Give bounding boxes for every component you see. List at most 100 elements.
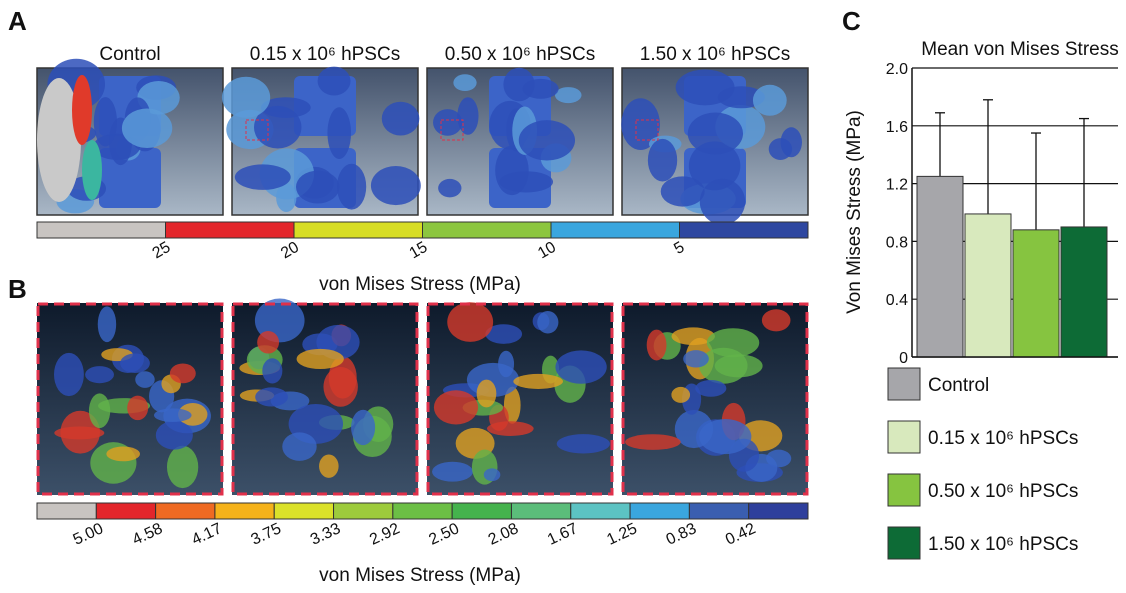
scaffold xyxy=(371,166,421,205)
colorbar-tick-label: 0.42 xyxy=(723,520,758,549)
y-tick-label: 0.8 xyxy=(886,234,908,251)
y-tick-label: 2.0 xyxy=(886,61,908,78)
scaffold xyxy=(167,446,198,488)
scaffold xyxy=(106,447,140,462)
colorbar-segment xyxy=(551,222,680,238)
scaffold xyxy=(135,371,154,388)
legend-swatch xyxy=(888,368,920,400)
scaffold xyxy=(762,309,791,331)
panel-label: A xyxy=(8,6,27,36)
bar xyxy=(965,214,1011,357)
colorbar-segment xyxy=(215,503,274,519)
image-title: 1.50 x 10⁶ hPSCs xyxy=(640,44,790,65)
legend-swatch xyxy=(888,474,920,506)
y-tick-label: 0.4 xyxy=(886,292,908,309)
scaffold xyxy=(753,85,787,116)
scaffold xyxy=(484,468,501,481)
colorbar-tick-label: 1.67 xyxy=(545,520,580,549)
panel-label: C xyxy=(842,6,861,36)
scaffold xyxy=(319,455,339,478)
colorbar-segment xyxy=(393,503,452,519)
colorbar-tick-label: 5.00 xyxy=(71,520,106,549)
scaffold xyxy=(555,87,582,103)
colorbar-segment xyxy=(571,503,630,519)
colorbar-tick-label: 5 xyxy=(671,239,687,258)
colorbar-tick-label: 1.25 xyxy=(604,520,639,549)
scaffold xyxy=(156,421,193,450)
colorbar-tick-label: 3.75 xyxy=(249,520,284,549)
scaffold xyxy=(769,138,792,160)
y-tick-label: 0 xyxy=(899,350,908,367)
scaffold xyxy=(647,330,667,361)
scaffold xyxy=(432,462,473,482)
scaffold xyxy=(537,311,558,333)
scaffold xyxy=(513,374,563,389)
colorbar-segment xyxy=(294,222,423,238)
image-title: 0.15 x 10⁶ hPSCs xyxy=(250,44,400,65)
scaffold xyxy=(523,79,559,99)
y-tick-label: 1.2 xyxy=(886,177,908,194)
scaffold xyxy=(351,410,375,445)
scaffold xyxy=(625,434,681,450)
colorbar-tick-label: 0.83 xyxy=(664,520,699,549)
scaffold xyxy=(297,349,344,369)
colorbar-tick-label: 10 xyxy=(535,239,559,263)
scaffold xyxy=(477,380,497,408)
scaffold xyxy=(661,176,705,206)
scaffold xyxy=(648,139,677,182)
scaffold xyxy=(699,419,751,454)
colorbar-tick-label: 4.17 xyxy=(189,520,224,549)
scaffold xyxy=(85,366,114,383)
scale-title: von Mises Stress (MPa) xyxy=(319,274,521,295)
colorbar-segment xyxy=(630,503,689,519)
scaffold xyxy=(327,107,351,159)
colorbar-tick-label: 4.58 xyxy=(130,520,165,549)
scaffold xyxy=(257,331,279,354)
scaffold xyxy=(447,302,493,342)
scaffold xyxy=(434,390,478,424)
scaffold xyxy=(296,171,339,204)
scaffold xyxy=(222,77,270,118)
colorbar-segment xyxy=(689,503,748,519)
colorbar-tick-label: 20 xyxy=(278,239,302,263)
colorbar-tick-label: 2.92 xyxy=(367,520,402,549)
image-title: Control xyxy=(99,44,160,65)
scaffold xyxy=(700,179,745,225)
scaffold xyxy=(438,179,461,197)
scaffold xyxy=(54,353,84,396)
legend-swatch xyxy=(888,527,920,559)
legend-label: 1.50 x 10⁶ hPSCs xyxy=(928,534,1078,555)
scaffold xyxy=(707,328,759,357)
colorbar-tick-label: 3.33 xyxy=(308,520,343,549)
colorbar-segment xyxy=(37,222,166,238)
hot-region xyxy=(82,140,102,200)
image-title: 0.50 x 10⁶ hPSCs xyxy=(445,44,595,65)
colorbar-segment xyxy=(96,503,155,519)
colorbar-segment xyxy=(423,222,552,238)
colorbar-segment xyxy=(680,222,809,238)
scaffold xyxy=(457,97,478,135)
colorbar-segment xyxy=(156,503,215,519)
figure: A B C von Mises Stress (MPa) von Mises S… xyxy=(0,0,1126,588)
scaffold xyxy=(557,434,610,453)
scaffold xyxy=(683,350,709,367)
scaffold xyxy=(453,74,476,91)
scale-title: von Mises Stress (MPa) xyxy=(319,565,521,586)
scaffold xyxy=(120,354,150,373)
scaffold xyxy=(235,164,291,190)
scaffold xyxy=(89,393,110,428)
scaffold xyxy=(127,396,148,420)
legend-label: 0.15 x 10⁶ hPSCs xyxy=(928,428,1078,449)
colorbar-segment xyxy=(274,503,333,519)
colorbar-segment xyxy=(749,503,808,519)
colorbar-segment xyxy=(37,503,96,519)
scaffold xyxy=(262,358,282,383)
scaffold xyxy=(382,102,420,136)
colorbar-tick-label: 2.50 xyxy=(426,520,461,549)
legend-swatch xyxy=(888,421,920,453)
colorbar-tick-label: 15 xyxy=(407,239,431,263)
chart-title: Mean von Mises Stress xyxy=(921,39,1118,60)
y-tick-label: 1.6 xyxy=(886,119,908,136)
colorbar-tick-label: 25 xyxy=(150,239,174,263)
scaffold xyxy=(671,387,690,403)
